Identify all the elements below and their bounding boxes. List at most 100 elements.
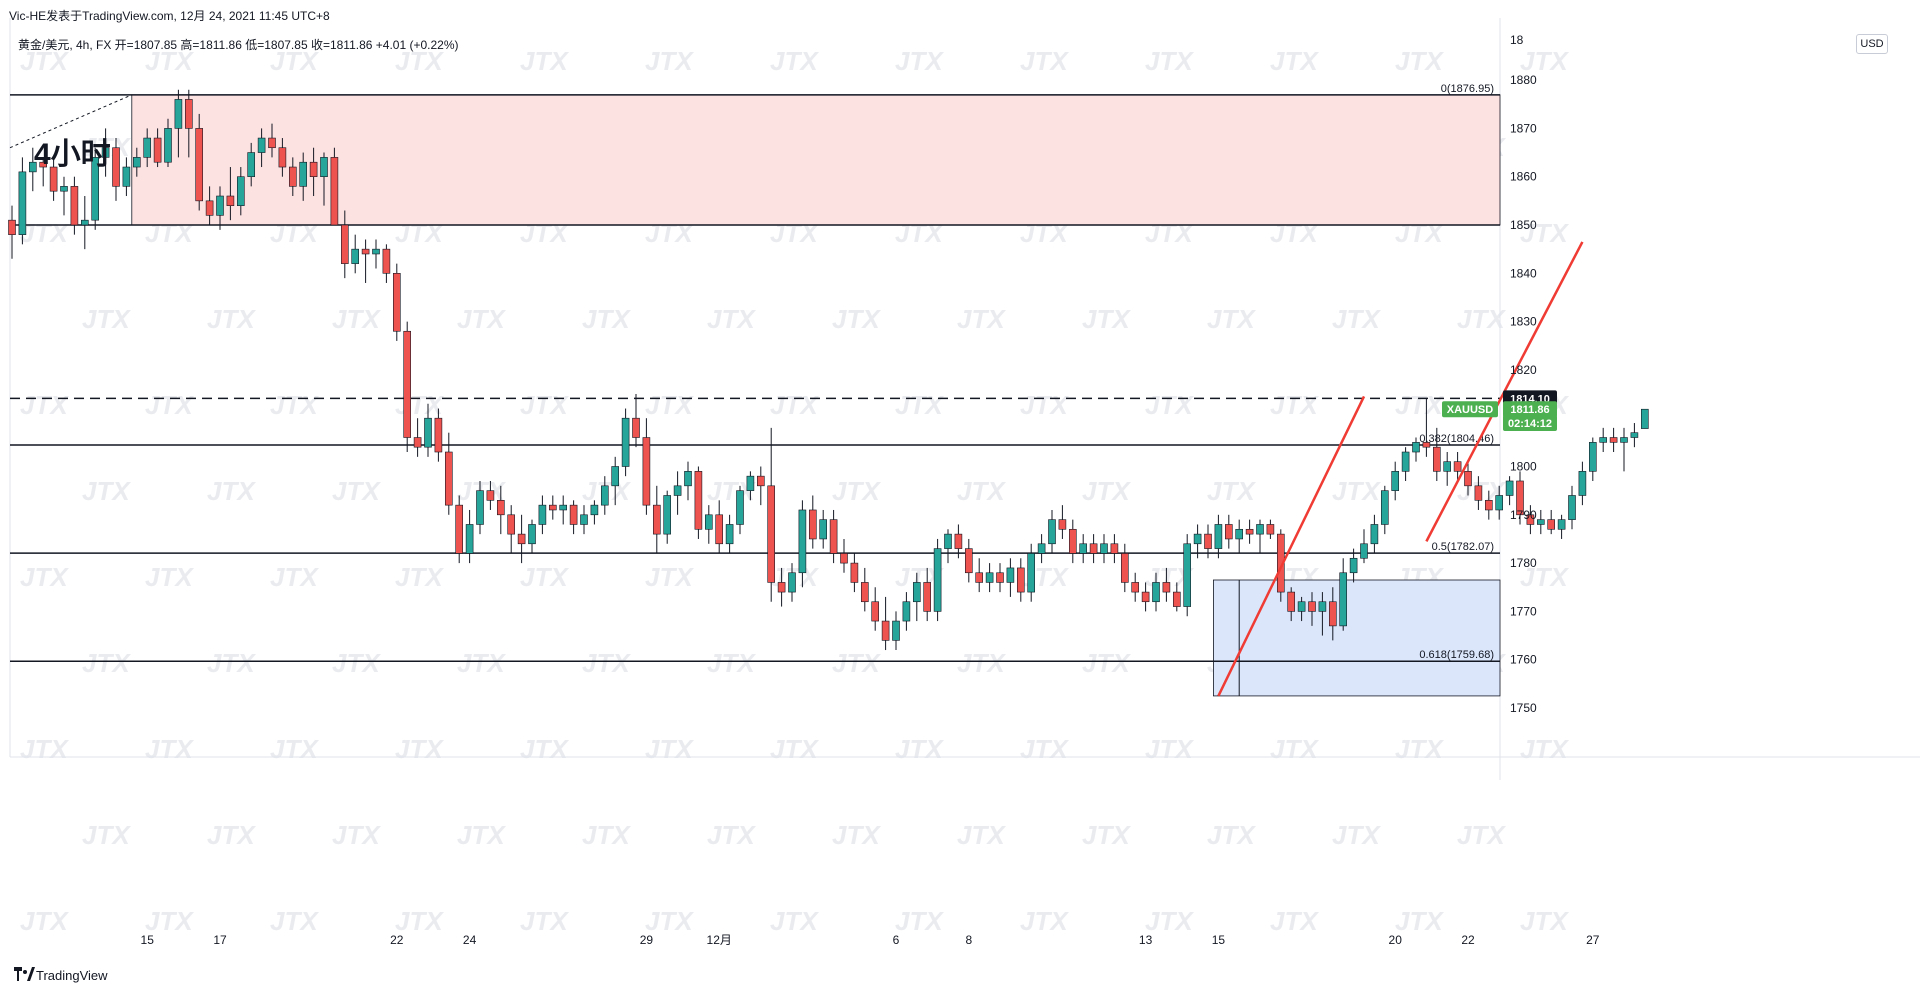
candle-body	[91, 157, 99, 221]
candle-body	[507, 514, 516, 535]
candle-body	[736, 490, 744, 525]
candle-body	[143, 137, 151, 158]
watermark-text: JTX	[582, 648, 631, 678]
candle-body	[268, 137, 276, 149]
candle-body	[715, 514, 724, 545]
watermark-text: JTX	[207, 820, 256, 850]
watermark-text: JTX	[1082, 648, 1131, 678]
title-bar: Vic-HE发表于TradingView.com, 12月 24, 2021 1…	[0, 0, 1920, 28]
candle-body	[746, 475, 755, 491]
candle-body	[1464, 471, 1472, 487]
symbol-tag-text: XAUUSD	[1447, 404, 1494, 416]
watermark-text: JTX	[770, 906, 819, 936]
watermark-text: JTX	[1270, 906, 1319, 936]
candle-body	[1360, 543, 1368, 559]
currency-button[interactable]: USD	[1856, 34, 1888, 54]
candle-body	[548, 504, 557, 511]
candle-body	[777, 582, 786, 593]
watermark-text: JTX	[832, 476, 881, 506]
candle-body	[1381, 490, 1389, 525]
watermark-text: JTX	[457, 304, 506, 334]
candle-body	[1526, 514, 1535, 525]
watermark-text: JTX	[1020, 390, 1069, 420]
candle-body	[684, 471, 692, 487]
x-tick-label: 17	[213, 933, 227, 947]
x-tick-label: 15	[141, 933, 155, 947]
candle-body	[1401, 451, 1410, 472]
candle-body	[1308, 601, 1316, 612]
candle-body	[632, 417, 640, 438]
candle-body	[1256, 524, 1264, 535]
publish-info: Vic-HE发表于TradingView.com, 12月 24, 2021 1…	[9, 9, 330, 23]
candle-body	[673, 485, 682, 496]
x-tick-label: 27	[1586, 933, 1600, 947]
watermark-text: JTX	[1395, 390, 1444, 420]
candle-body	[559, 504, 568, 511]
watermark-text: JTX	[707, 304, 756, 334]
watermark-text: JTX	[1020, 46, 1069, 76]
trend-line	[1217, 395, 1366, 697]
candle-body	[1485, 500, 1493, 511]
candle-body	[247, 152, 255, 178]
candle-body	[455, 504, 464, 554]
candle-body	[569, 504, 578, 525]
y-tick-label: 1790	[1510, 508, 1537, 522]
candle-body	[1131, 582, 1139, 593]
candle-body	[1557, 519, 1566, 530]
candle-body	[424, 417, 432, 448]
candle-body	[39, 161, 48, 168]
watermark-text: JTX	[582, 820, 631, 850]
symbol-ohlc-line: 黄金/美元, 4h, FX 开=1807.85 高=1811.86 低=1807…	[18, 38, 459, 52]
candle-body	[1297, 601, 1306, 612]
y-tick-label: 1830	[1510, 315, 1537, 329]
x-tick-label: 6	[893, 933, 900, 947]
candle-body	[101, 147, 110, 158]
watermark-text: JTX	[895, 906, 944, 936]
candle-body	[153, 137, 162, 163]
watermark-text: JTX	[270, 390, 319, 420]
candle-body	[1474, 485, 1483, 501]
watermark-text: JTX	[1520, 562, 1569, 592]
candle-body	[1547, 519, 1555, 530]
candle-body	[1505, 480, 1514, 496]
candle-body	[829, 519, 838, 554]
y-tick-label: 1780	[1510, 556, 1537, 570]
current-price-tag	[1503, 415, 1557, 432]
candle-body	[486, 490, 495, 501]
candle-body	[226, 195, 235, 206]
tradingview-logo-icon	[14, 967, 35, 981]
candle-body	[652, 504, 661, 535]
dotted-trend-line	[9, 94, 132, 149]
candle-body	[892, 620, 900, 641]
candle-body	[1089, 543, 1098, 554]
watermark-text: JTX	[707, 820, 756, 850]
fib-level-label: 0(1876.95)	[1441, 83, 1494, 95]
watermark-text: JTX	[395, 390, 444, 420]
watermark-text: JTX	[1332, 820, 1381, 850]
watermark-text: JTX	[645, 906, 694, 936]
candle-body	[382, 248, 391, 274]
candle-body	[850, 562, 859, 583]
watermark-text: JTX	[1020, 906, 1069, 936]
candle-body	[756, 475, 765, 487]
x-tick-label: 29	[640, 933, 654, 947]
candle-body	[1349, 557, 1358, 574]
candle-body	[1578, 471, 1587, 496]
candle-body	[881, 620, 890, 641]
symbol-tag	[1442, 401, 1498, 418]
watermark-text: JTX	[332, 304, 381, 334]
candle-body	[1204, 533, 1212, 549]
candle-body	[1609, 437, 1618, 443]
watermark-text: JTX	[82, 648, 131, 678]
candle-body	[1453, 461, 1462, 472]
watermark-text: JTX	[832, 648, 881, 678]
candle-body	[1443, 461, 1451, 472]
watermark-text: JTX	[207, 304, 256, 334]
y-tick-label: 1870	[1510, 121, 1537, 135]
watermark-text: JTX	[82, 304, 131, 334]
y-tick-label: 1880	[1510, 73, 1537, 87]
candle-body	[1339, 572, 1347, 627]
watermark-text: JTX	[957, 820, 1006, 850]
candle-body	[1370, 524, 1379, 545]
